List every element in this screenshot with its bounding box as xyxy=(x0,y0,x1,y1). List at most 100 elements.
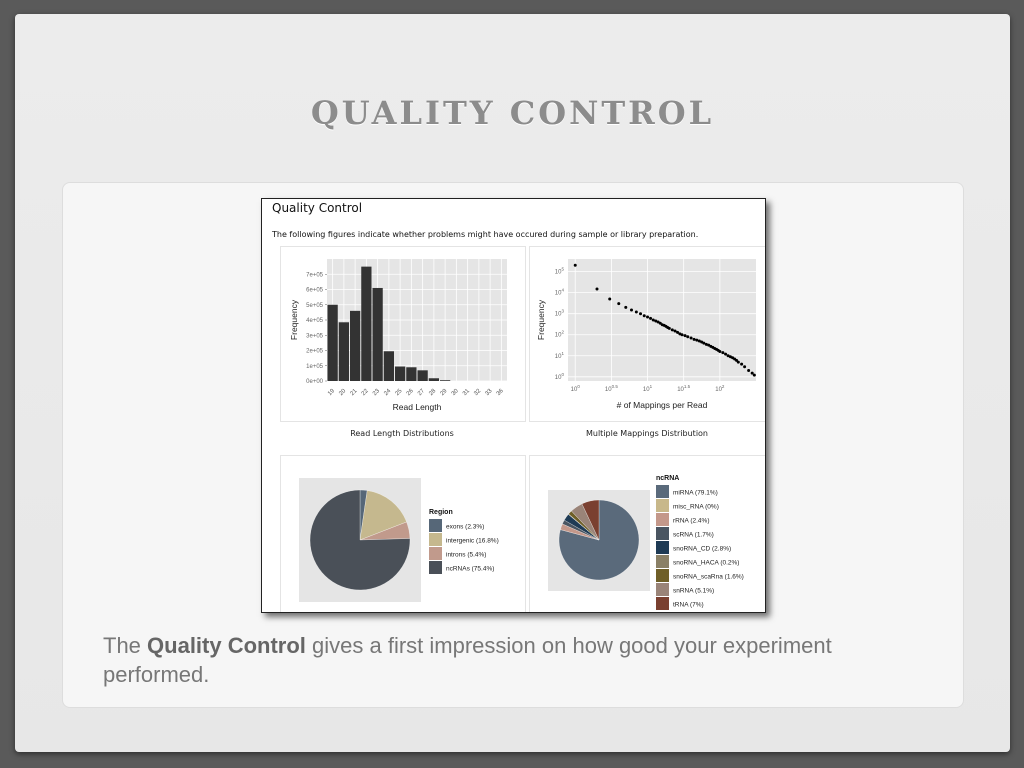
legend-label: tRNA (7%) xyxy=(673,602,704,609)
data-point xyxy=(695,338,699,342)
legend-title: ncRNA xyxy=(656,475,679,482)
x-tick-label: 31 xyxy=(462,388,471,397)
data-point xyxy=(686,335,690,339)
legend-label: introns (5.4%) xyxy=(446,552,486,559)
bar xyxy=(440,380,451,381)
read-length-caption: Read Length Distributions xyxy=(350,429,454,438)
data-point xyxy=(692,337,696,341)
bar xyxy=(338,322,349,381)
x-tick-label: 30 xyxy=(451,388,460,397)
content-box: Quality Control The following figures in… xyxy=(62,182,964,708)
bar xyxy=(428,378,439,381)
x-tick-label: 24 xyxy=(383,388,392,397)
data-point xyxy=(634,310,638,314)
data-point xyxy=(673,329,677,333)
slide-title: QUALITY CONTROL xyxy=(310,94,715,132)
data-point xyxy=(743,365,747,369)
bar xyxy=(372,287,383,381)
legend-swatch xyxy=(656,499,669,512)
data-point xyxy=(697,339,701,343)
body-text: The Quality Control gives a first impres… xyxy=(103,631,943,689)
legend-label: rRNA (2.4%) xyxy=(673,518,709,525)
bar xyxy=(350,310,361,381)
bar xyxy=(361,266,372,381)
x-axis-label: Read Length xyxy=(393,402,442,412)
slide: QUALITY CONTROL Quality Control The foll… xyxy=(15,14,1010,752)
legend-label: snoRNA_HACA (0.2%) xyxy=(673,560,739,567)
x-tick-label: 21 xyxy=(350,388,359,397)
body-prefix: The xyxy=(103,633,148,658)
body-bold: Quality Control xyxy=(147,633,306,658)
x-tick-label: 29 xyxy=(440,388,449,397)
y-axis-label: Frequency xyxy=(289,299,299,340)
x-tick-label: 23 xyxy=(372,388,381,397)
data-point xyxy=(704,342,708,346)
multi-mapping-panel: 100 101 102 103 104 105 100 100.5 101 101.5 102 # o… xyxy=(529,246,765,422)
x-tick-label: 32 xyxy=(473,388,482,397)
x-tick-label: 26 xyxy=(406,388,415,397)
legend-swatch xyxy=(656,485,669,498)
read-length-chart: 0e+00 1e+05 2e+05 3e+05 4e+05 5e+05 6e+05 7e+05… xyxy=(289,259,507,412)
bar xyxy=(417,370,428,381)
report-description: The following figures indicate whether p… xyxy=(272,230,699,239)
y-tick-label: 1e+05 xyxy=(306,364,324,370)
x-tick-label: 100.5 xyxy=(605,384,618,393)
y-tick-label: 105 xyxy=(555,267,565,276)
y-tick-label: 5e+05 xyxy=(306,303,324,309)
pie-slice xyxy=(309,489,411,591)
region-pie-chart: Region exons (2.3%) intergenic (16.8%) intr… xyxy=(299,478,499,602)
legend-label: snoRNA_CD (2.8%) xyxy=(673,546,731,553)
data-point xyxy=(752,373,756,377)
x-tick-label: 101.5 xyxy=(677,384,690,393)
data-point xyxy=(689,336,693,340)
ncrna-pie-chart: ncRNA miRNA (79.1%) misc_RNA (0%) rRNA (2.4… xyxy=(548,475,744,610)
data-point xyxy=(573,263,577,267)
data-point xyxy=(670,328,674,332)
y-tick-label: 7e+05 xyxy=(306,272,324,278)
y-tick-label: 3e+05 xyxy=(306,333,324,339)
legend-label: miRNA (79.1%) xyxy=(673,490,718,497)
legend-swatch xyxy=(656,513,669,526)
pie-slice xyxy=(581,499,600,541)
data-point xyxy=(617,302,621,306)
data-point xyxy=(639,312,643,316)
legend-label: intergenic (16.8%) xyxy=(446,538,499,545)
data-point xyxy=(683,334,687,338)
legend-label: scRNA (1.7%) xyxy=(673,532,714,539)
data-point xyxy=(651,318,655,322)
y-tick-label: 0e+00 xyxy=(306,379,324,385)
data-point xyxy=(667,326,671,330)
data-point xyxy=(624,305,628,309)
data-point xyxy=(676,330,680,334)
x-tick-label: 25 xyxy=(395,388,404,397)
legend-swatch xyxy=(429,533,442,546)
legend-swatch xyxy=(429,561,442,574)
plot-background xyxy=(568,259,756,381)
data-point xyxy=(680,333,684,337)
x-axis-label: # of Mappings per Read xyxy=(617,400,708,410)
bar xyxy=(395,366,406,381)
legend-swatch xyxy=(656,541,669,554)
x-tick-label: 36 xyxy=(496,388,505,397)
legend-title: Region xyxy=(429,509,453,516)
pie-slice xyxy=(359,490,407,541)
ncrna-pie-panel: ncRNA miRNA (79.1%) misc_RNA (0%) rRNA (2.4… xyxy=(529,455,765,612)
read-length-panel: 0e+00 1e+05 2e+05 3e+05 4e+05 5e+05 6e+05 7e+05… xyxy=(280,246,526,422)
x-tick-label: 27 xyxy=(417,388,426,397)
data-point xyxy=(702,341,706,345)
data-point xyxy=(646,315,650,319)
bar xyxy=(327,304,338,381)
legend-label: snRNA (5.1%) xyxy=(673,588,714,595)
legend-swatch xyxy=(429,519,442,532)
data-point xyxy=(718,349,722,353)
legend-swatch xyxy=(656,583,669,596)
data-point xyxy=(726,354,730,358)
multi-mapping-caption: Multiple Mappings Distribution xyxy=(585,429,709,438)
data-point xyxy=(654,319,658,323)
data-point xyxy=(721,351,725,355)
y-tick-label: 6e+05 xyxy=(306,288,324,294)
data-point xyxy=(608,297,612,301)
x-tick-label: 33 xyxy=(485,388,494,397)
legend-label: ncRNAs (75.4%) xyxy=(446,566,494,573)
legend-label: snoRNA_scaRna (1.6%) xyxy=(673,574,744,581)
